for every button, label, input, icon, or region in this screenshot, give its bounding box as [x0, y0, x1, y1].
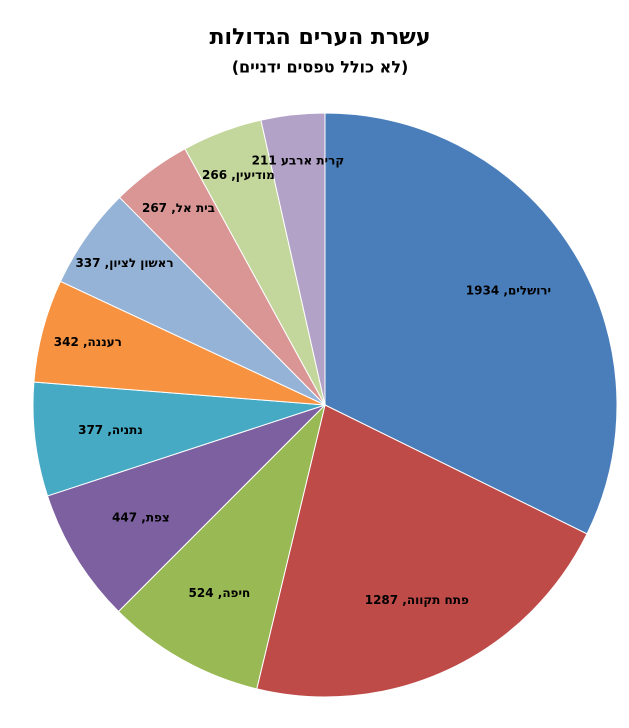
chart-title: עשרת הערים הגדולות: [209, 25, 430, 50]
data-label: חיפה, 524: [189, 586, 251, 600]
data-label: ראשון לציון, 337: [75, 256, 173, 270]
pie-slice: [260, 112, 326, 406]
pie-slice: [46, 404, 326, 613]
data-label: רעננה, 342: [54, 335, 122, 349]
data-label: בית אל, 267: [142, 201, 215, 215]
pie-slice: [117, 403, 326, 690]
data-label: מודיעין, 266: [202, 168, 275, 182]
data-label: צפת, 447: [112, 511, 170, 525]
pie-slice: [32, 381, 326, 497]
data-label: פתח תקווה, 1287: [365, 593, 469, 607]
pie-slice: [324, 112, 618, 535]
data-label: נתניה, 377: [78, 423, 143, 437]
data-label: ירושלים, 1934: [466, 283, 551, 297]
chart-subtitle: (לא כולל טפסים ידניים): [232, 58, 409, 77]
data-label: קרית ארבע 211: [252, 154, 344, 168]
pie-slice: [256, 404, 588, 698]
